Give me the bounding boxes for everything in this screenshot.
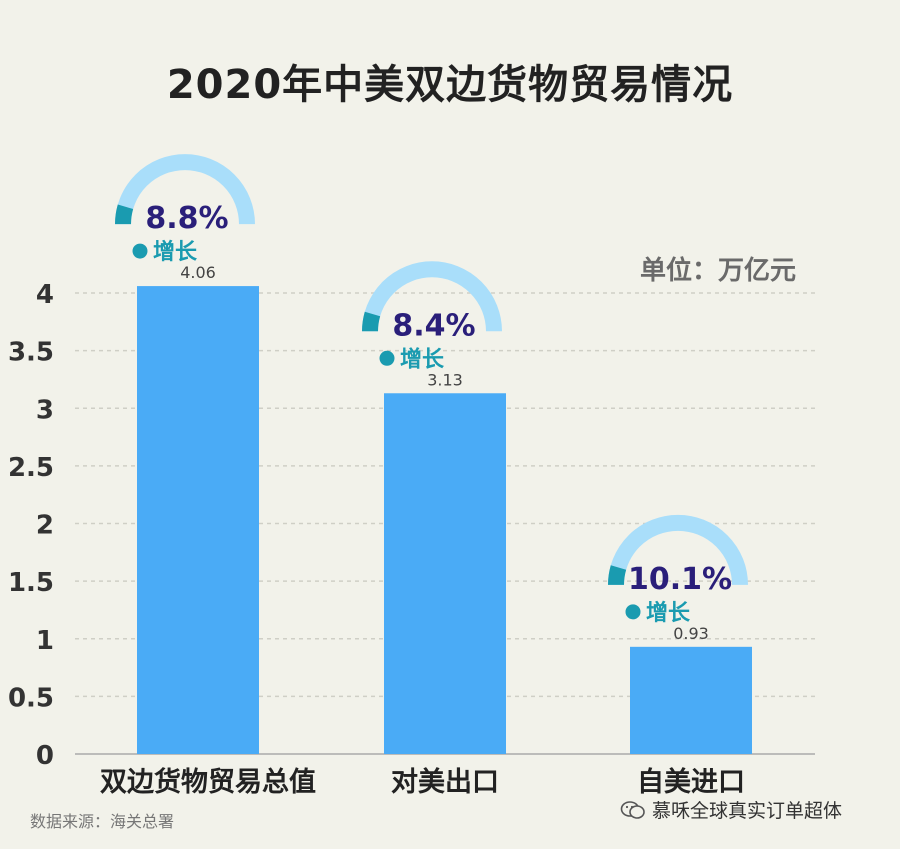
growth-dot-icon [379, 350, 395, 366]
y-tick-label: 0.5 [8, 683, 54, 713]
growth-gauge-fill [608, 565, 627, 586]
y-tick-label: 1 [36, 626, 54, 656]
data-label: 3.13 [427, 370, 463, 389]
y-tick-label: 3 [36, 395, 54, 425]
growth-dot-icon [625, 604, 641, 620]
growth-percent: 8.8% [145, 201, 228, 236]
bar [630, 646, 752, 754]
y-tick-label: 4 [36, 280, 54, 310]
y-tick-label: 2 [36, 511, 54, 541]
bar [137, 286, 259, 754]
y-tick-label: 1.5 [8, 568, 54, 598]
wechat-icon [620, 800, 645, 819]
growth-label: 增长 [153, 239, 198, 265]
source-note: 数据来源：海关总署 [30, 812, 175, 831]
growth-percent: 8.4% [392, 308, 475, 343]
data-label: 0.93 [673, 624, 709, 643]
watermark-text: 慕咊全球真实订单超体 [652, 800, 843, 822]
growth-label: 增长 [646, 600, 691, 626]
x-category-label: 对美出口 [391, 766, 499, 798]
x-category-label: 双边货物贸易总值 [100, 766, 316, 798]
x-category-label: 自美进口 [637, 766, 745, 798]
growth-dot-icon [132, 243, 148, 259]
growth-gauge-fill [115, 204, 134, 225]
data-label: 4.06 [180, 263, 216, 282]
y-tick-label: 2.5 [8, 453, 54, 483]
growth-percent: 10.1% [628, 562, 732, 597]
y-tick-label: 0 [36, 741, 54, 771]
growth-gauge-arc [362, 261, 502, 332]
chart-title: 2020年中美双边货物贸易情况 [166, 62, 734, 108]
unit-label: 单位：万亿元 [640, 256, 797, 286]
growth-gauge-arc [115, 154, 255, 225]
growth-gauge-fill [362, 311, 381, 332]
y-tick-label: 3.5 [8, 338, 54, 368]
growth-label: 增长 [400, 346, 445, 372]
watermark: 慕咊全球真实订单超体 [620, 796, 842, 823]
growth-gauge-arc [608, 514, 748, 586]
bar [384, 393, 506, 754]
